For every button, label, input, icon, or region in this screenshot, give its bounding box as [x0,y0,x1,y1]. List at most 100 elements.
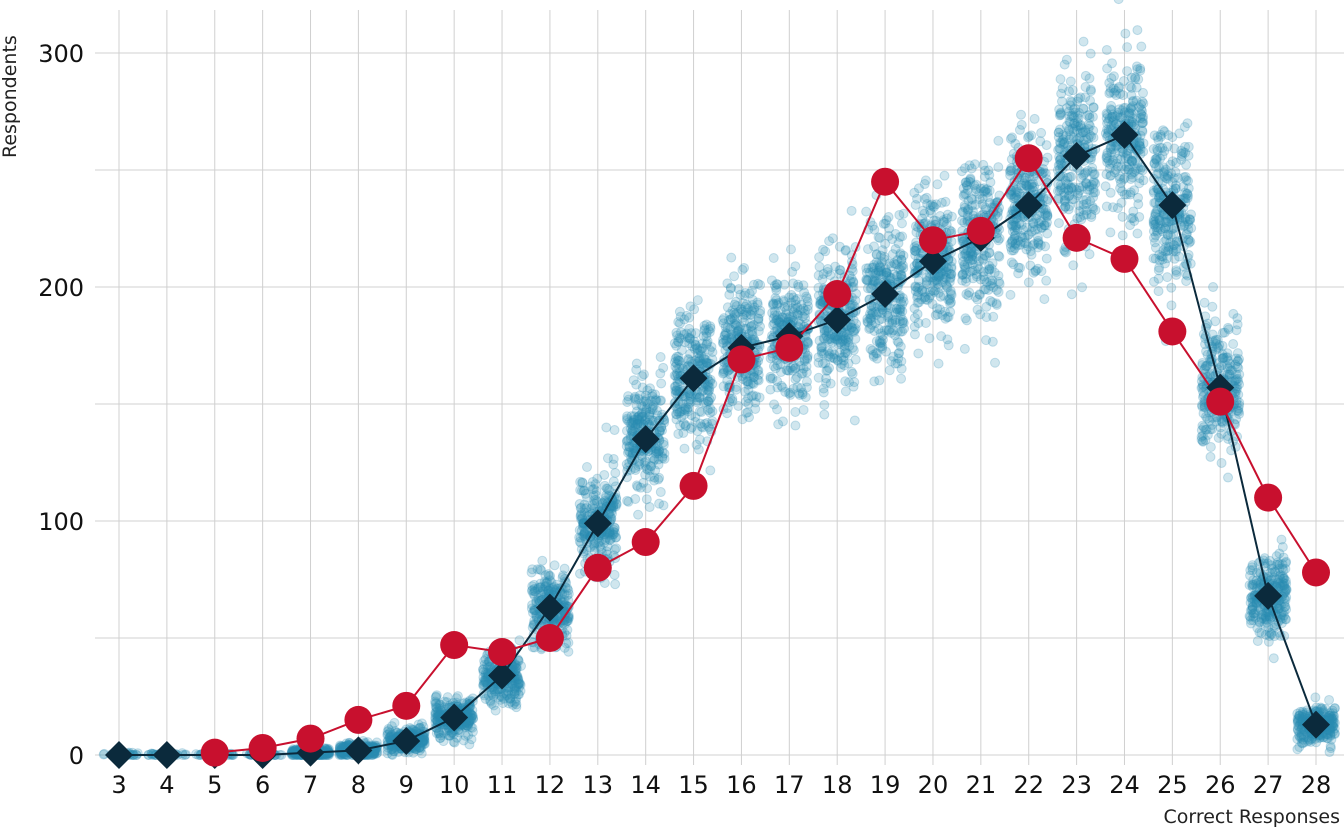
simulated-point [959,343,970,354]
simulated-point [1125,187,1136,198]
simulated-point [1018,225,1029,236]
simulated-point [1107,157,1118,168]
simulated-point [840,245,851,256]
simulated-point [722,278,733,289]
simulated-point [742,303,753,314]
simulated-point [631,480,642,491]
simulated-point [829,333,840,344]
simulated-point [1013,262,1024,273]
simulated-point [680,420,691,431]
simulated-point [818,387,829,398]
simulated-point [1065,182,1076,193]
simulated-point [769,318,780,329]
simulated-point [1019,238,1030,249]
simulated-point [1055,108,1066,119]
simulated-point [818,244,829,255]
simulated-point [796,299,807,310]
simulated-point [444,730,455,741]
simulated-point [414,742,425,753]
simulated-point [912,193,923,204]
simulated-point [912,282,923,293]
simulated-point [1016,109,1027,120]
simulated-point [922,199,933,210]
simulated-point [415,742,426,753]
simulated-point [543,569,554,580]
simulated-point [416,718,427,729]
simulated-point [629,411,640,422]
simulated-point [414,745,425,756]
simulated-point [771,279,782,290]
simulated-point [1127,167,1138,178]
simulated-point [382,748,393,759]
simulated-point [993,162,1004,173]
simulated-point [644,465,655,475]
simulated-point [798,404,809,415]
simulated-point [1065,76,1076,87]
simulated-point [1116,197,1127,208]
simulated-point [596,544,607,555]
simulated-point [1008,220,1019,231]
simulated-point [1084,249,1095,260]
simulated-point [589,498,600,509]
simulated-point [442,692,453,703]
simulated-point [720,327,731,338]
simulated-point [679,443,690,454]
simulated-point [865,344,876,355]
simulated-point [434,703,445,714]
simulated-point [610,579,621,590]
simulated-point [769,399,780,410]
simulated-point [385,731,396,742]
simulated-point [1056,96,1067,107]
simulated-point [993,135,1004,146]
simulated-point [1076,172,1087,183]
simulated-point [913,318,924,329]
simulated-point [487,689,498,700]
simulated-point [1113,0,1124,5]
simulated-point [1130,73,1141,84]
simulated-point [1117,230,1128,241]
simulated-point [1117,211,1128,222]
simulated-point [608,453,619,464]
simulated-point [382,729,393,740]
simulated-point [367,750,378,760]
simulated-point [388,745,399,756]
simulated-point [1041,253,1052,264]
simulated-point [913,348,924,359]
simulated-point [415,722,426,733]
simulated-point [1126,108,1137,119]
simulated-point [385,727,396,738]
simulated-point [1078,210,1089,221]
simulated-point [844,325,855,336]
simulated-point [791,372,802,383]
simulated-point [896,218,907,229]
simulated-point [801,376,812,387]
simulated-point [1108,83,1119,94]
simulated-point [972,304,983,315]
simulated-point [846,205,857,216]
simulated-point [895,264,906,275]
simulated-point [925,208,936,219]
simulated-point [1078,36,1089,47]
simulated-point [1122,42,1133,53]
simulated-point [1107,58,1118,69]
simulated-point [414,741,425,752]
simulated-point [971,269,982,280]
simulated-point [981,335,992,346]
simulated-point [690,339,701,350]
simulated-point [981,277,992,288]
simulated-point [878,218,889,229]
simulated-point [959,260,970,271]
simulated-point [1005,289,1016,300]
simulated-point [419,739,430,750]
simulated-point [1041,275,1052,286]
simulated-point [1025,260,1036,271]
simulated-point [820,358,831,369]
simulated-point [655,352,666,363]
simulated-point [514,635,525,646]
simulated-point [933,358,944,369]
simulated-point [890,228,901,239]
simulated-point [389,746,400,757]
simulated-point [1087,111,1098,122]
simulated-point [1128,206,1139,217]
simulated-point [874,375,885,386]
